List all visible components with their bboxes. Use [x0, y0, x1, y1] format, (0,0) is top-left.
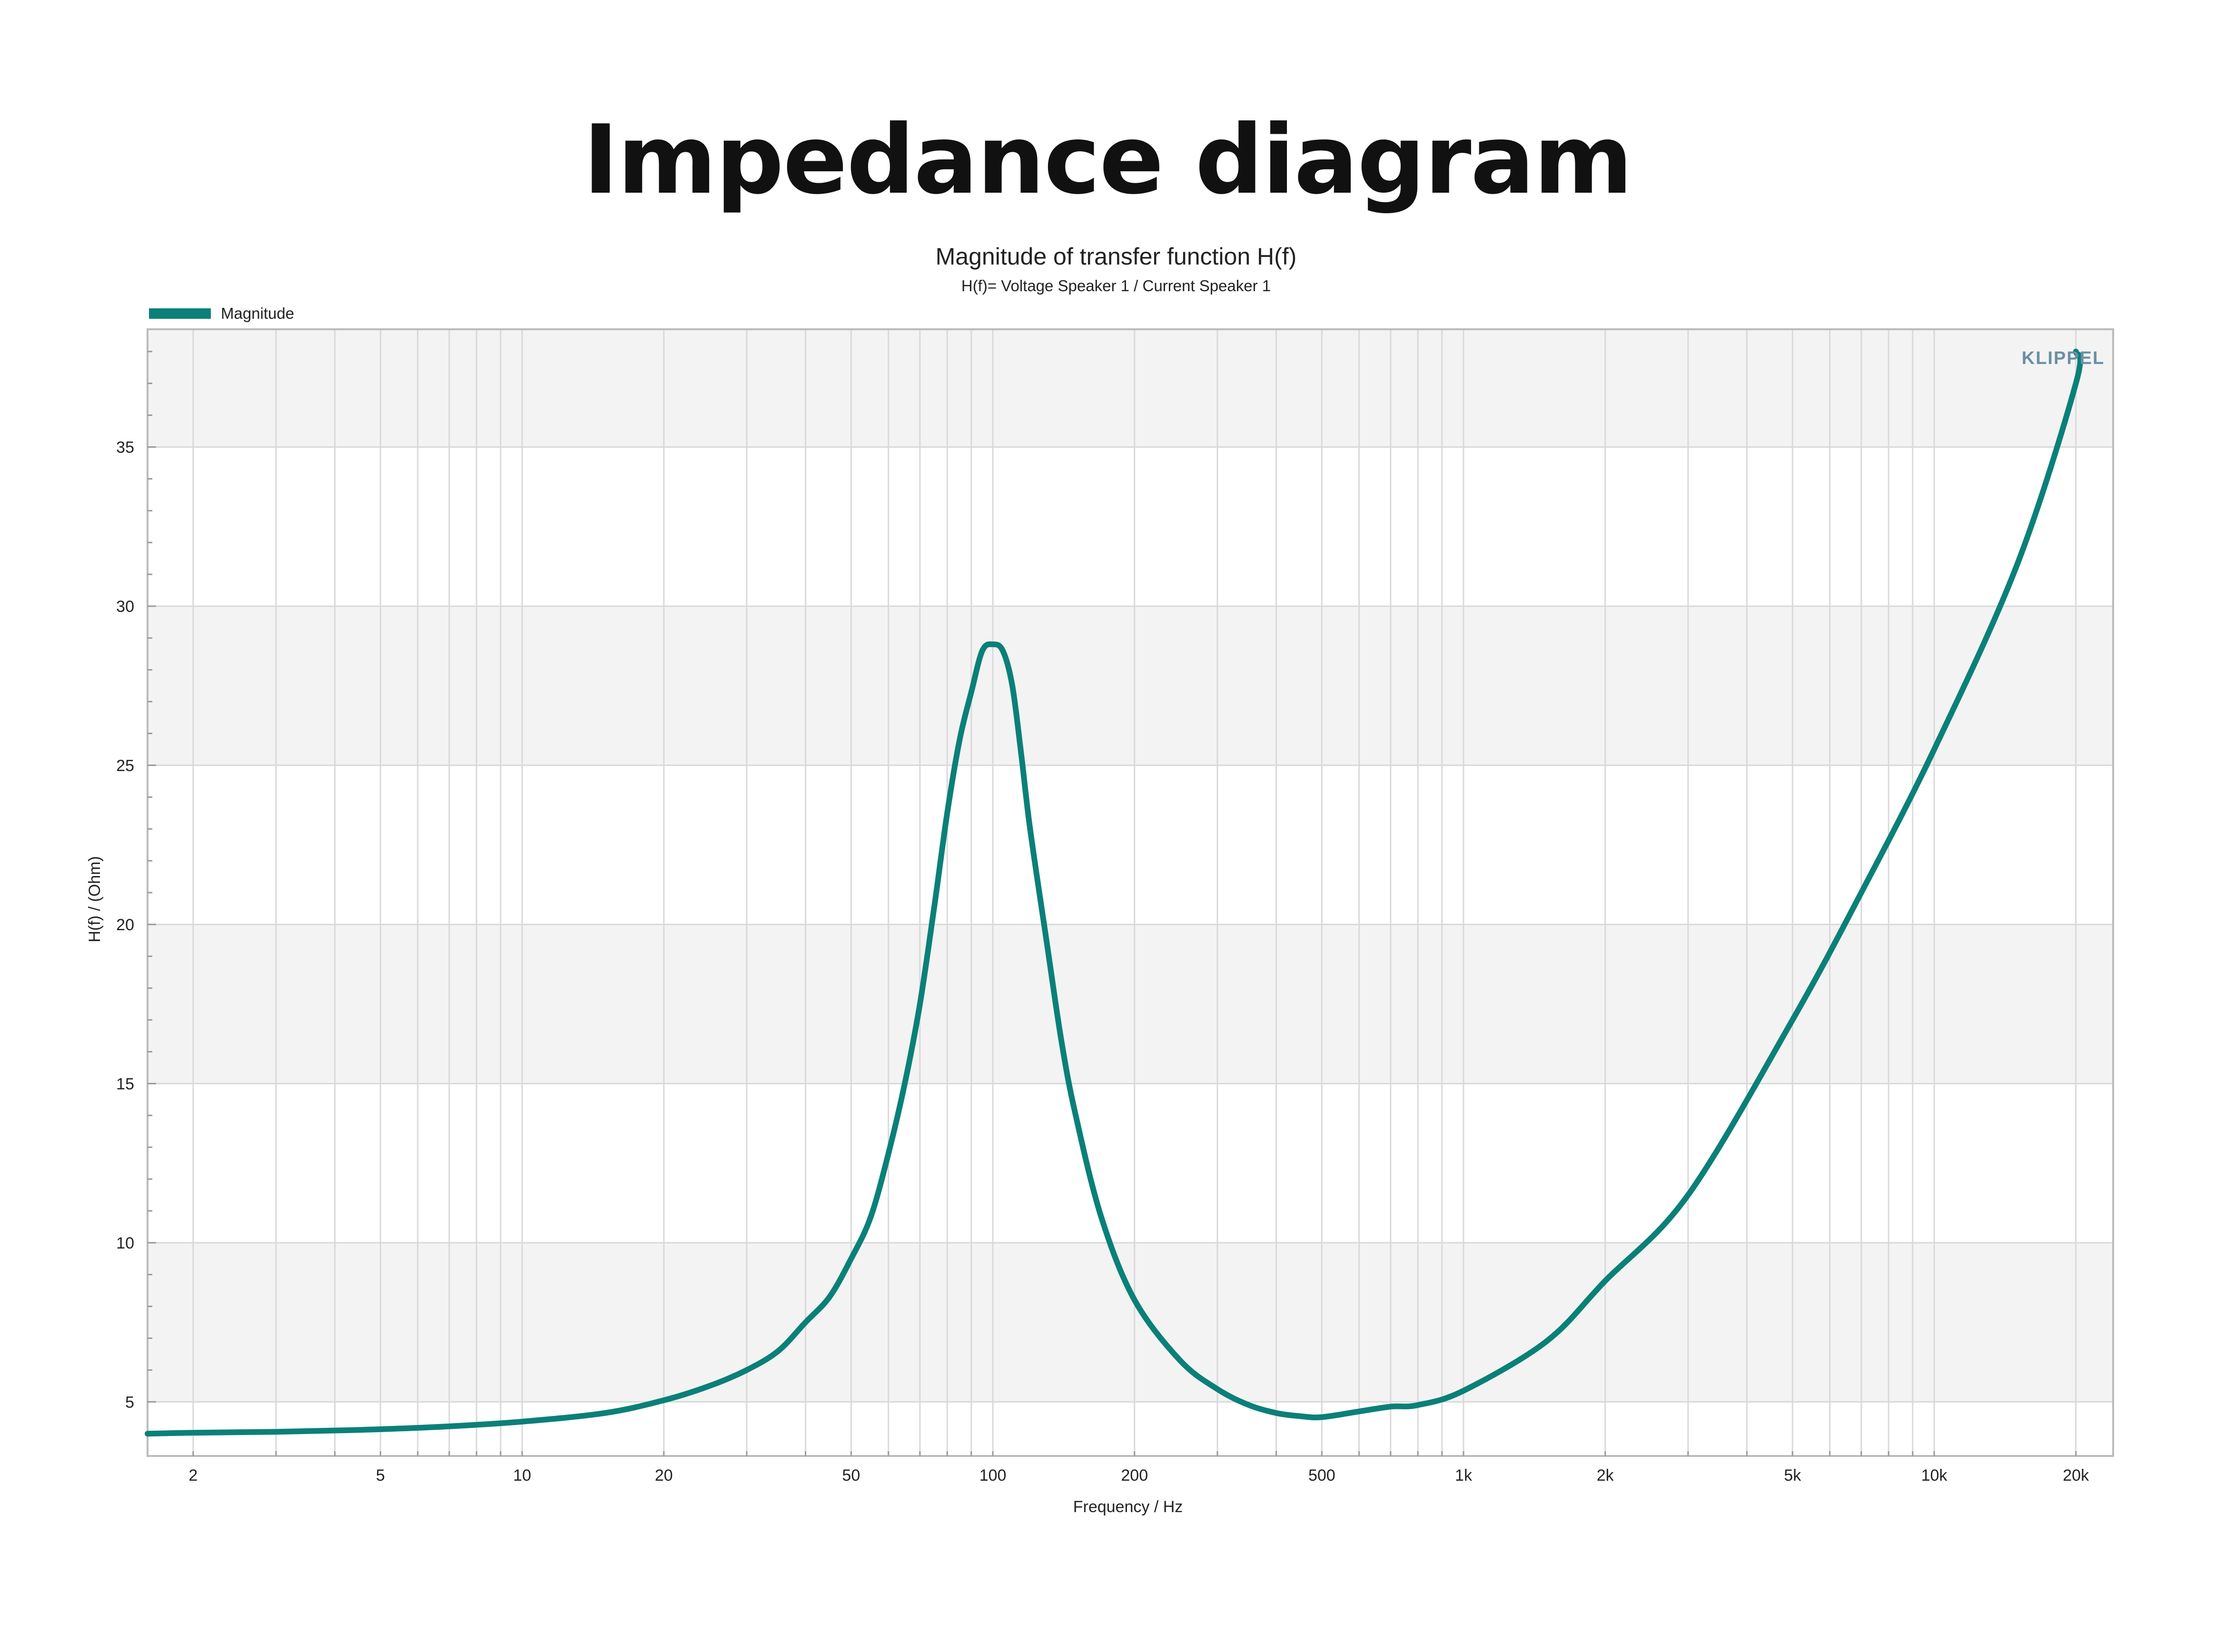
- y-tick-label: 10: [116, 1234, 134, 1252]
- chart-subtitle: H(f)= Voltage Speaker 1 / Current Speake…: [961, 277, 1271, 295]
- x-tick-label: 5: [376, 1466, 385, 1485]
- y-tick-label: 35: [116, 439, 134, 457]
- series-layer: [145, 348, 2083, 1437]
- x-tick-label: 5k: [1784, 1466, 1801, 1485]
- y-tick-label: 30: [116, 598, 134, 616]
- legend-label: Magnitude: [221, 305, 294, 322]
- y-tick-label: 20: [116, 916, 134, 934]
- x-tick-label: 10: [513, 1466, 531, 1485]
- page-title: Impedance diagram: [583, 105, 1633, 216]
- y-tick-label: 15: [116, 1075, 134, 1093]
- legend: Magnitude: [149, 305, 294, 322]
- x-tick-label: 10k: [1921, 1466, 1948, 1485]
- x-tick-label: 1k: [1455, 1466, 1473, 1485]
- x-tick-label: 2: [188, 1466, 198, 1485]
- series-line-magnitude: [145, 348, 2083, 1437]
- plot-band: [148, 1242, 2113, 1402]
- x-tick-label: 50: [842, 1466, 860, 1485]
- x-tick-label: 20k: [2063, 1466, 2089, 1485]
- legend-swatch: [149, 308, 211, 319]
- plot-band: [148, 924, 2113, 1084]
- y-tick-label: 25: [116, 757, 134, 775]
- chart-title: Magnitude of transfer function H(f): [936, 243, 1297, 270]
- klippel-logo-text: KLIPPEL: [2022, 348, 2105, 368]
- axes: [147, 328, 2114, 1457]
- x-tick-label: 200: [1121, 1466, 1148, 1485]
- x-axis-label: Frequency / Hz: [1073, 1498, 1183, 1516]
- x-tick-label: 100: [979, 1466, 1007, 1485]
- y-axis-label: H(f) / (Ohm): [86, 856, 104, 942]
- plot-bands: [148, 329, 2113, 1456]
- plot-band: [148, 329, 2113, 447]
- klippel-logo: KLIPPEL: [2022, 348, 2105, 368]
- plot-band: [148, 606, 2113, 766]
- x-tick-label: 2k: [1597, 1466, 1614, 1485]
- x-tick-label: 500: [1308, 1466, 1335, 1485]
- y-tick-label: 5: [125, 1393, 134, 1411]
- tick-labels: 2 5 10 20 50 100 200 500 1k 2k 5k 10k 20k51015202530…: [116, 439, 2089, 1485]
- x-tick-label: 20: [655, 1466, 673, 1485]
